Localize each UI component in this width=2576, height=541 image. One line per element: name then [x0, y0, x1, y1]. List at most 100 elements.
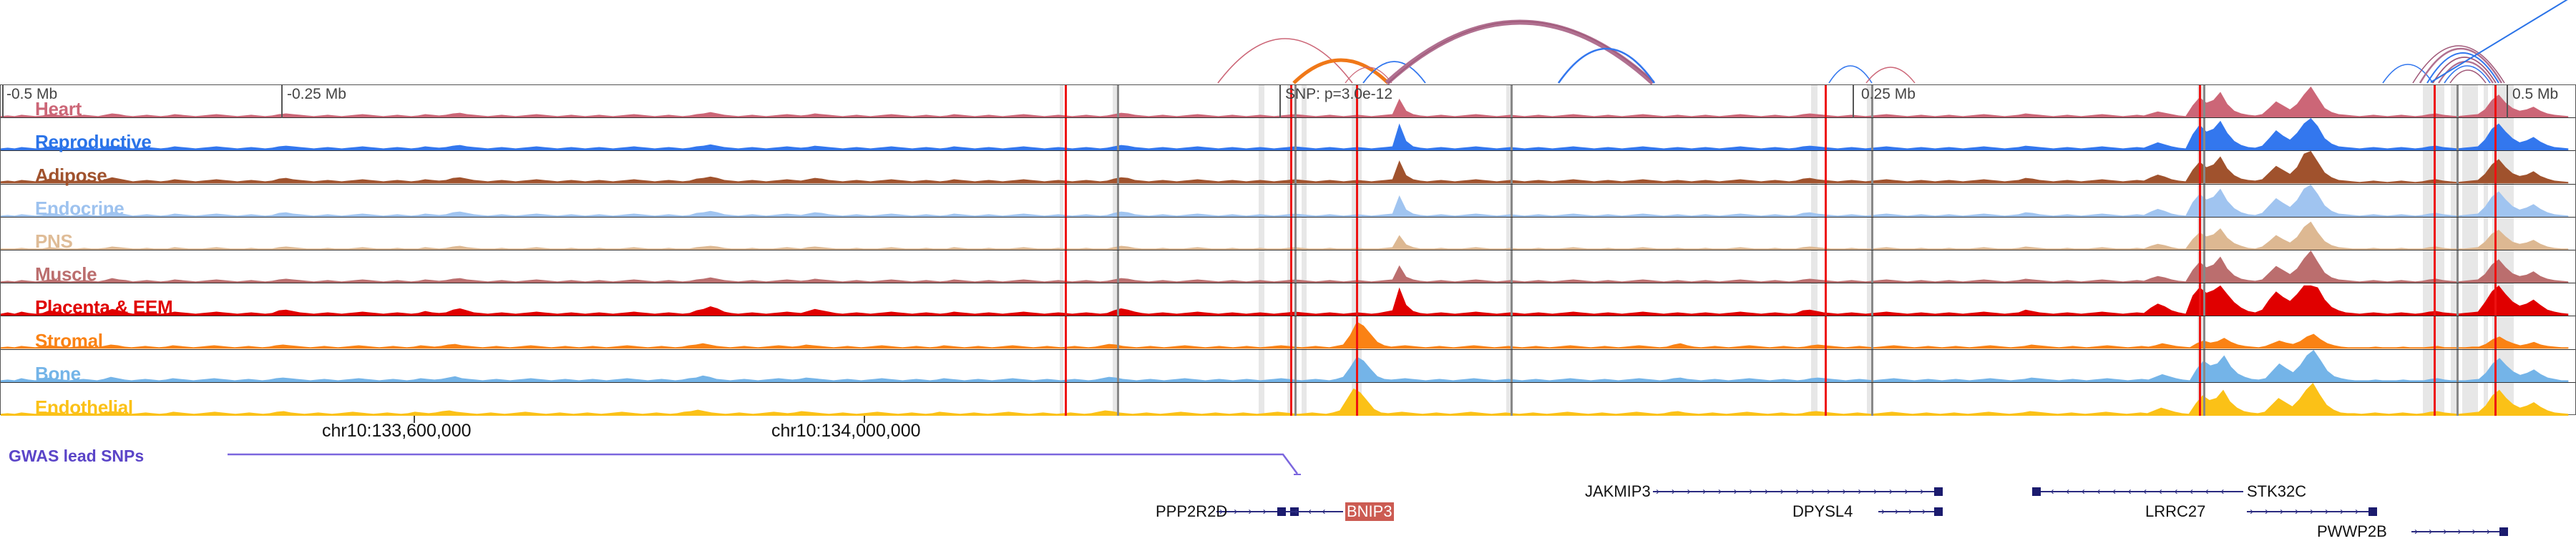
- gene-strand-arrow: ›: [1888, 485, 1893, 497]
- credible-set-band: [1259, 250, 1264, 283]
- credible-set-band: [1811, 151, 1818, 184]
- signal-area: [1, 285, 2569, 316]
- lead-variant-marker: [2434, 217, 2436, 250]
- lead-variant-marker: [2434, 316, 2436, 349]
- gene-body-line: [1878, 511, 1943, 512]
- gene-exon-block: [1934, 507, 1943, 516]
- gene-strand-arrow: ›: [2310, 505, 2313, 517]
- gene-strand-arrow: ›: [2280, 505, 2283, 517]
- lead-variant-marker: [1825, 316, 1827, 349]
- gene-strand-arrow: ›: [2265, 505, 2268, 517]
- gene-strand-arrow: ›: [1656, 485, 1659, 497]
- lead-variant-marker: [1065, 250, 1067, 283]
- gene-label-ppp2r2d[interactable]: PPP2R2D: [1156, 502, 1228, 520]
- lead-variant-marker: [1356, 250, 1358, 283]
- axis-tick-mark: [281, 85, 283, 119]
- gene-strand-arrow: ‹: [1322, 505, 1326, 517]
- interaction-arc: [2426, 52, 2499, 84]
- track-reproductive[interactable]: Reproductive: [1, 118, 2575, 153]
- gene-label-stk32c[interactable]: STK32C: [2247, 482, 2307, 500]
- gene-label-jakmip3[interactable]: JAKMIP3: [1585, 482, 1651, 500]
- credible-set-band: [1060, 250, 1063, 283]
- gene-label-dpysl4[interactable]: DPYSL4: [1792, 502, 1853, 520]
- credible-set-band: [1060, 316, 1063, 349]
- credible-set-band: [2462, 85, 2478, 118]
- credible-set-band: [2451, 349, 2457, 382]
- signal-area: [1, 118, 2569, 151]
- track-endothelial[interactable]: Endothelial: [1, 382, 2575, 416]
- credible-set-band: [2451, 250, 2457, 283]
- credible-set-band: [1506, 184, 1513, 217]
- track-pns[interactable]: PNS: [1, 217, 2575, 250]
- lead-variant-marker: [2199, 151, 2201, 184]
- variant-marker-gray: [1871, 85, 1873, 118]
- gene-strand-arrow: ›: [1234, 505, 1238, 517]
- credible-set-band: [1506, 349, 1513, 382]
- lead-variant-marker: [1065, 118, 1067, 151]
- variant-marker-gray: [1117, 316, 1119, 349]
- credible-set-band: [1113, 85, 1119, 118]
- credible-set-band: [2484, 250, 2488, 283]
- track-placenta-eem[interactable]: Placenta & EEM: [1, 283, 2575, 318]
- credible-set-band: [2484, 349, 2488, 382]
- credible-set-band: [1302, 382, 1307, 416]
- variant-marker-gray: [2457, 316, 2459, 349]
- track-bone[interactable]: Bone: [1, 349, 2575, 383]
- signal-area: [1, 184, 2569, 217]
- credible-set-band: [2451, 85, 2457, 118]
- variant-marker-gray: [2457, 151, 2459, 184]
- axis-tick-mark: [2507, 85, 2508, 119]
- gene-label-lrrc27[interactable]: LRRC27: [2145, 502, 2206, 520]
- credible-set-band: [1287, 217, 1292, 250]
- track-adipose[interactable]: Adipose: [1, 151, 2575, 186]
- gene-label-pwwp2b[interactable]: PWWP2B: [2317, 522, 2387, 540]
- variant-marker-gray: [1117, 184, 1119, 217]
- lead-variant-marker: [1290, 151, 1292, 184]
- credible-set-band: [1287, 184, 1292, 217]
- interaction-arc: [2419, 47, 2503, 84]
- credible-set-band: [1811, 283, 1818, 316]
- gene-label-bnip3[interactable]: BNIP3: [1345, 502, 1394, 521]
- credible-set-band: [2197, 316, 2205, 349]
- track-label-placenta-eem: Placenta & EEM: [35, 296, 173, 318]
- gene-strand-arrow: ›: [2295, 505, 2298, 517]
- interaction-arc: [1345, 67, 1392, 84]
- lead-variant-marker: [1825, 349, 1827, 382]
- gene-body-line: [2032, 491, 2243, 492]
- lead-variant-marker: [1356, 349, 1358, 382]
- variant-marker-gray: [1294, 349, 1297, 382]
- credible-set-band: [1867, 382, 1873, 416]
- track-label-reproductive: Reproductive: [35, 131, 152, 153]
- gene-strand-arrow: ›: [1826, 485, 1830, 497]
- variant-marker-gray: [2203, 85, 2205, 118]
- track-endocrine[interactable]: Endocrine: [1, 184, 2575, 218]
- variant-marker-gray: [1294, 85, 1297, 118]
- credible-set-band: [1867, 349, 1873, 382]
- credible-set-band: [1060, 382, 1063, 416]
- lead-variant-marker: [1065, 349, 1067, 382]
- variant-marker-gray: [2457, 184, 2459, 217]
- lead-variant-marker: [1065, 283, 1067, 316]
- axis-tick-label: 0.5 Mb: [2512, 86, 2559, 102]
- variant-marker-gray: [1511, 85, 1513, 118]
- track-stromal[interactable]: Stromal: [1, 316, 2575, 350]
- credible-set-band: [1506, 118, 1513, 151]
- track-heart[interactable]: Heart -0.5 Mb -0.25 Mb SNP: p=3.0e-12 0.25 M…: [1, 85, 2575, 119]
- variant-marker-gray: [1294, 184, 1297, 217]
- gene-strand-arrow: ›: [2486, 525, 2490, 537]
- gene-body-line: [2411, 531, 2508, 532]
- gene-body-line: [1277, 511, 1343, 512]
- lead-variant-marker: [2494, 382, 2497, 416]
- gene-strand-arrow: ‹: [2097, 485, 2101, 497]
- track-label-adipose: Adipose: [35, 164, 107, 186]
- credible-set-band: [1811, 250, 1818, 283]
- track-muscle[interactable]: Muscle: [1, 250, 2575, 284]
- credible-set-band: [1060, 85, 1063, 118]
- lead-variant-marker: [1290, 118, 1292, 151]
- lead-variant-marker: [1290, 217, 1292, 250]
- variant-marker-gray: [1117, 85, 1119, 118]
- credible-set-band: [1113, 349, 1119, 382]
- axis-tick-label: -0.25 Mb: [287, 86, 346, 102]
- credible-set-band: [1811, 349, 1818, 382]
- lead-variant-marker: [1825, 184, 1827, 217]
